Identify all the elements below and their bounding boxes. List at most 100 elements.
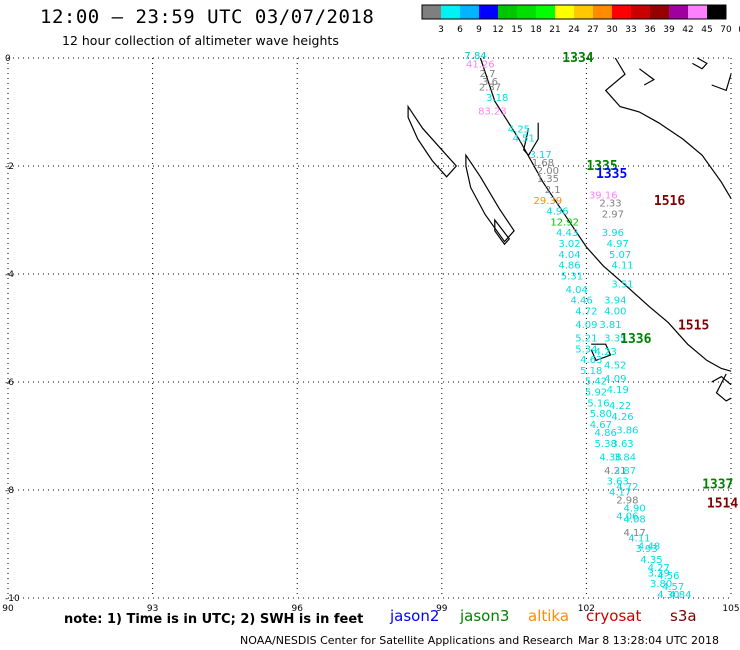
wave-height-point: 3.02 — [558, 239, 580, 250]
wave-height-point: 2.7 — [480, 69, 496, 80]
colorbar-label: 33 — [625, 25, 636, 35]
coastline — [692, 57, 708, 70]
wave-height-point: 4.09 — [575, 320, 597, 331]
wave-height-point: 3.94 — [604, 296, 626, 307]
colorbar-label: 6 — [457, 25, 463, 35]
coastline — [715, 373, 732, 402]
pass-number-label: 1514 — [707, 497, 738, 512]
x-tick-label: 93 — [147, 604, 158, 614]
wave-height-point: 2.00 — [537, 166, 559, 177]
wave-height-point: 3.63 — [611, 439, 633, 450]
wave-height-point: 4.52 — [604, 361, 626, 372]
wave-height-point: 5.07 — [609, 250, 631, 261]
colorbar-swatch — [460, 5, 479, 19]
colorbar-label: 3 — [438, 25, 444, 35]
colorbar-swatch — [422, 5, 441, 19]
wave-height-point: 1.35 — [537, 174, 559, 185]
colorbar-label: 42 — [682, 25, 693, 35]
wave-height-point: 12.92 — [550, 217, 579, 228]
wave-height-point: 4.17 — [623, 528, 645, 539]
wave-height-point: 4.97 — [607, 239, 629, 250]
colorbar-label: 30 — [606, 25, 618, 35]
wave-height-point: 4.19 — [607, 385, 629, 396]
coastline — [479, 57, 732, 372]
wave-height-point: 4.27 — [648, 563, 670, 574]
colorbar-swatch — [441, 5, 460, 19]
wave-height-point: 83.23 — [478, 107, 507, 118]
wave-height-point: 4.43 — [556, 228, 578, 239]
y-tick-label: -6 — [5, 378, 14, 388]
wave-height-point: 2.1 — [545, 185, 561, 196]
wave-height-point: 4.90 — [623, 504, 645, 515]
footer-note: note: 1) Time is in UTC; 2) SWH is in fe… — [64, 612, 364, 627]
wave-height-point: 3.6 — [482, 77, 498, 88]
colorbar-label: 15 — [511, 25, 522, 35]
wave-height-point: 4.25 — [508, 125, 530, 136]
wave-height-point: 4.08 — [623, 514, 645, 525]
wave-height-point: 4.30 — [657, 590, 679, 601]
colorbar-label: 21 — [549, 25, 560, 35]
y-tick-label: -4 — [5, 270, 14, 280]
wave-height-point: 3.17 — [529, 150, 551, 161]
pass-number-label: 1334 — [562, 51, 593, 66]
wave-height-point: 4.86 — [558, 261, 580, 272]
wave-height-point: 5.92 — [585, 388, 607, 399]
coastline — [639, 68, 656, 86]
colorbar-swatch — [517, 5, 536, 19]
wave-height-point: 3.87 — [614, 466, 636, 477]
colorbar-label: 45 — [701, 25, 712, 35]
wave-height-point: 4.84 — [669, 590, 691, 601]
wave-height-point: 5.80 — [590, 409, 612, 420]
wave-height-point: 3.96 — [602, 228, 624, 239]
wave-height-point: 3.51 — [611, 280, 633, 291]
coastline — [604, 57, 732, 199]
colorbar-label: 36 — [644, 25, 656, 35]
satellite-legend-jason2: jason2 — [390, 607, 440, 625]
x-tick-label: 99 — [436, 604, 448, 614]
wave-height-point: 4.86 — [595, 428, 617, 439]
y-tick-label: -10 — [5, 594, 20, 604]
wave-height-point: 3.39 — [648, 568, 670, 579]
island-outline — [465, 153, 515, 243]
wave-height-point: 4.26 — [611, 412, 633, 423]
wave-height-point: 2.98 — [616, 496, 638, 507]
wave-height-point: 4.57 — [662, 582, 684, 593]
wave-height-point: 2.33 — [599, 199, 621, 210]
wave-height-point: 3.80 — [650, 579, 672, 590]
colorbar-label: 70 — [720, 25, 732, 35]
colorbar-swatch — [498, 5, 517, 19]
colorbar-swatch — [707, 5, 726, 19]
wave-height-point: 3.35 — [604, 334, 626, 345]
wave-height-point: 5.34 — [575, 344, 597, 355]
wave-height-point: 3.86 — [616, 425, 638, 436]
x-tick-label: 96 — [291, 604, 303, 614]
wave-height-point: 4.17 — [609, 487, 631, 498]
wave-height-point: 3.81 — [599, 320, 621, 331]
wave-height-point: 29.39 — [534, 196, 563, 207]
generated-timestamp: Mar 8 13:28:04 UTC 2018 — [578, 634, 719, 647]
wave-height-point: 4.51 — [513, 134, 535, 145]
wave-height-point: 39.16 — [589, 190, 618, 201]
wave-height-point: 5.38 — [595, 439, 617, 450]
wave-height-point: 4.35 — [640, 555, 662, 566]
wave-height-point: 3.84 — [614, 452, 636, 463]
colorbar-swatch — [574, 5, 593, 19]
colorbar-swatch — [650, 5, 669, 19]
wave-height-point: 4.11 — [628, 533, 650, 544]
wave-height-point: 4.04 — [558, 250, 580, 261]
wave-height-point: 4.38 — [599, 452, 621, 463]
credit-line: NOAA/NESDIS Center for Satellite Applica… — [240, 634, 574, 647]
island-outline — [494, 218, 511, 246]
coastline — [711, 375, 732, 386]
wave-height-point: 5.16 — [587, 398, 609, 409]
wave-height-point: 4.48 — [638, 541, 660, 552]
wave-height-point: 4.46 — [570, 296, 592, 307]
pass-number-label: 1335 — [596, 167, 627, 182]
wave-height-point: 4.09 — [604, 374, 626, 385]
wave-height-point: 41.26 — [466, 60, 495, 71]
colorbar-swatch — [612, 5, 631, 19]
pass-number-label: 1335 — [586, 159, 617, 174]
wave-height-point: 4.72 — [575, 307, 597, 318]
wave-height-point: 4.21 — [604, 466, 626, 477]
